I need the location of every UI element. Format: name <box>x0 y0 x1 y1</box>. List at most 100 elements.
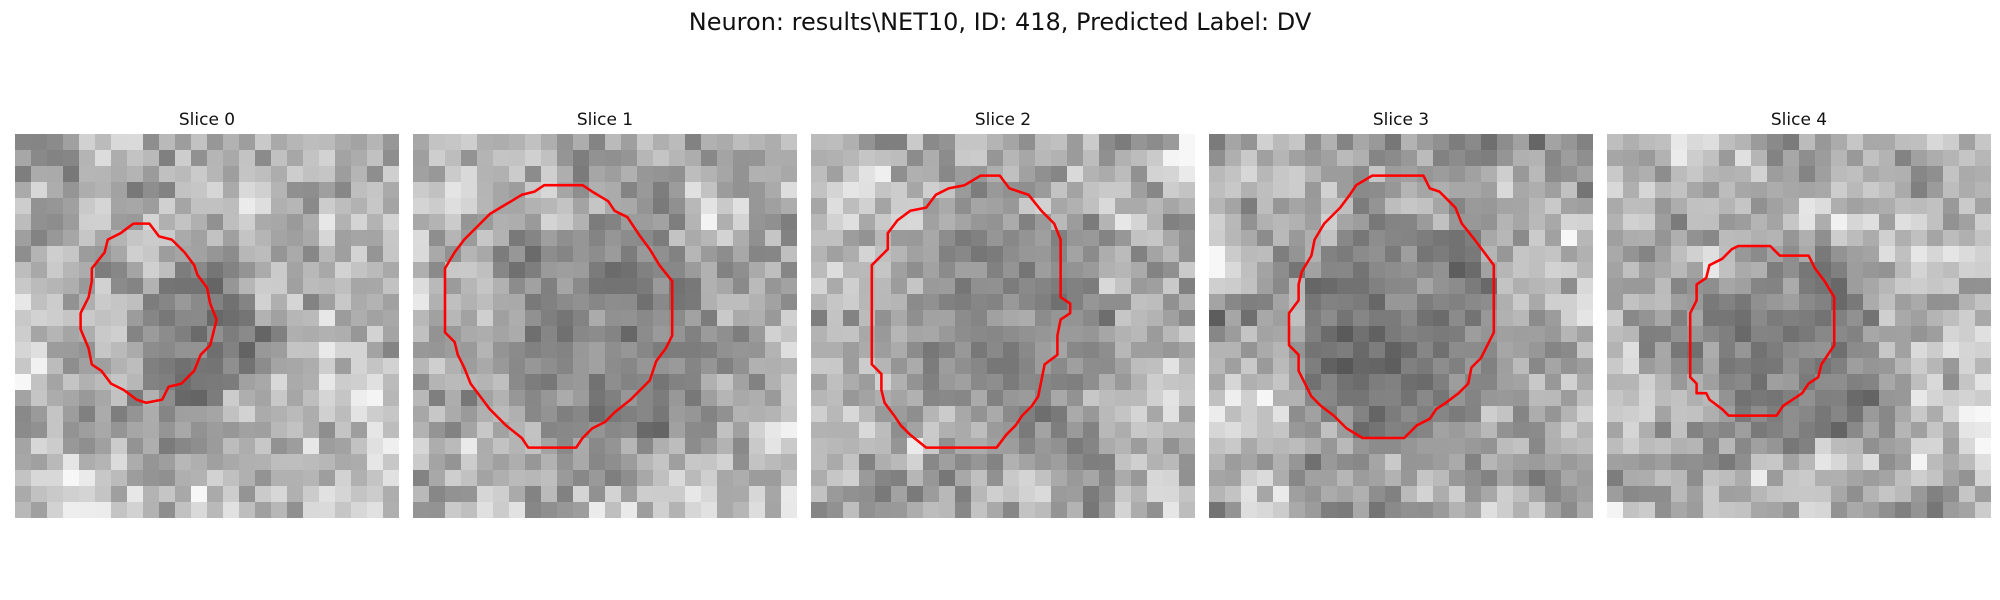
pixel <box>1577 406 1593 423</box>
pixel <box>1035 454 1052 471</box>
pixel <box>1225 166 1242 183</box>
pixel <box>143 374 160 391</box>
pixel <box>733 358 750 375</box>
pixel <box>509 246 526 263</box>
pixel <box>907 150 924 167</box>
pixel <box>367 486 384 503</box>
pixel <box>827 278 844 295</box>
pixel <box>383 326 399 343</box>
pixel <box>971 406 988 423</box>
pixel <box>955 310 972 327</box>
pixel <box>621 470 638 487</box>
pixel <box>1545 358 1562 375</box>
pixel <box>1895 134 1912 151</box>
pixel <box>477 374 494 391</box>
pixel <box>95 214 112 231</box>
pixel <box>223 278 240 295</box>
pixel <box>303 470 320 487</box>
pixel <box>335 198 352 215</box>
pixel <box>127 262 144 279</box>
pixel <box>685 438 702 455</box>
pixel <box>733 454 750 471</box>
pixel <box>1305 310 1322 327</box>
pixel <box>271 390 288 407</box>
pixel <box>111 198 128 215</box>
pixel <box>207 454 224 471</box>
pixel <box>15 294 32 311</box>
pixel <box>461 438 478 455</box>
pixel <box>429 438 446 455</box>
pixel <box>383 406 399 423</box>
pixel <box>733 486 750 503</box>
pixel <box>1257 214 1274 231</box>
pixel <box>477 438 494 455</box>
pixel <box>589 166 606 183</box>
pixel <box>1003 502 1020 518</box>
pixel <box>1545 326 1562 343</box>
pixel <box>445 438 462 455</box>
pixel <box>1067 422 1084 439</box>
pixel <box>287 454 304 471</box>
pixel <box>1623 374 1640 391</box>
pixel <box>111 134 128 151</box>
pixel <box>1369 214 1386 231</box>
pixel <box>1497 486 1514 503</box>
pixel <box>1147 294 1164 311</box>
pixel <box>1927 246 1944 263</box>
pixel <box>589 454 606 471</box>
pixel <box>1401 230 1418 247</box>
pixel <box>1783 214 1800 231</box>
pixel <box>1225 438 1242 455</box>
pixel <box>95 278 112 295</box>
pixel <box>1179 182 1195 199</box>
pixel <box>1289 150 1306 167</box>
pixel <box>255 294 272 311</box>
pixel <box>303 406 320 423</box>
pixel <box>47 486 64 503</box>
pixel <box>1927 438 1944 455</box>
pixel <box>239 134 256 151</box>
pixel <box>1163 342 1180 359</box>
pixel <box>1305 438 1322 455</box>
pixel <box>1879 422 1896 439</box>
pixel <box>859 438 876 455</box>
pixel <box>351 262 368 279</box>
pixel <box>1449 294 1466 311</box>
pixel <box>939 342 956 359</box>
pixel <box>1895 246 1912 263</box>
pixel <box>1289 310 1306 327</box>
pixel <box>1561 342 1578 359</box>
pixel <box>159 182 176 199</box>
pixel <box>1529 278 1546 295</box>
pixel <box>637 278 654 295</box>
pixel <box>1481 134 1498 151</box>
pixel <box>1019 198 1036 215</box>
pixel <box>47 406 64 423</box>
pixel <box>701 150 718 167</box>
pixel <box>1353 358 1370 375</box>
pixel <box>15 390 32 407</box>
pixel <box>1433 486 1450 503</box>
pixel <box>63 454 80 471</box>
pixel <box>1369 470 1386 487</box>
pixel <box>541 502 558 518</box>
pixel <box>493 150 510 167</box>
pixel <box>239 454 256 471</box>
pixel <box>1735 326 1752 343</box>
pixel <box>1751 134 1768 151</box>
pixel <box>1179 454 1195 471</box>
pixel <box>1497 470 1514 487</box>
pixel <box>891 166 908 183</box>
pixel <box>1687 246 1704 263</box>
pixel <box>47 374 64 391</box>
pixel <box>1385 502 1402 518</box>
pixel <box>1147 342 1164 359</box>
pixel <box>541 326 558 343</box>
pixel <box>1273 454 1290 471</box>
slice-title-0: Slice 0 <box>178 110 236 130</box>
pixel <box>1687 486 1704 503</box>
pixel <box>1895 182 1912 199</box>
pixel <box>701 422 718 439</box>
pixel <box>445 262 462 279</box>
pixel <box>987 422 1004 439</box>
